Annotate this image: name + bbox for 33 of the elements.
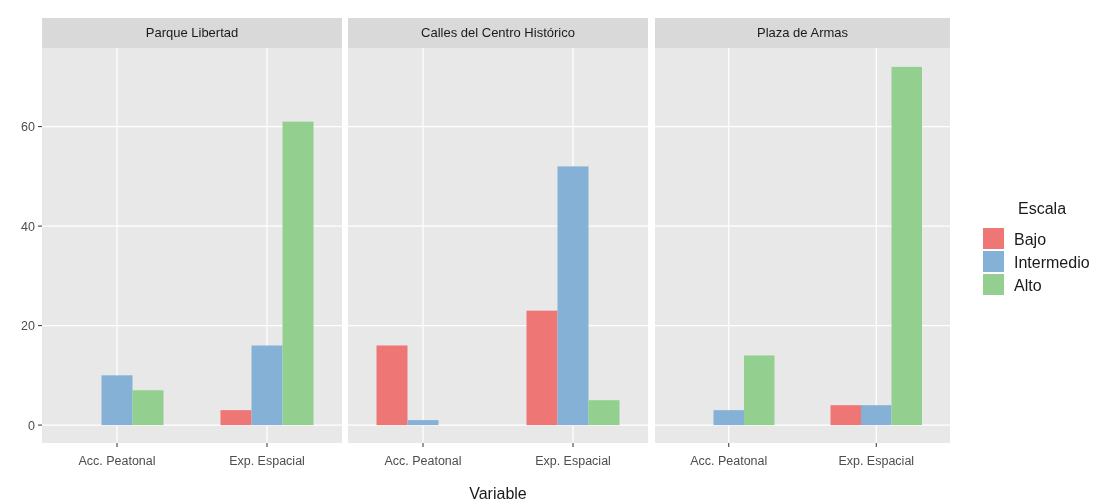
y-tick-label: 60 <box>21 120 36 135</box>
y-tick-label: 0 <box>28 418 36 433</box>
chart-title: Calles del Centro Histórico <box>421 25 575 40</box>
x-tick-label: Exp. Espacial <box>535 454 611 468</box>
bar <box>588 400 620 426</box>
bar <box>132 390 164 426</box>
y-tick-label: 20 <box>21 319 36 334</box>
x-tick-label: Acc. Peatonal <box>384 454 462 468</box>
bar <box>407 420 439 426</box>
x-tick-label: Exp. Espacial <box>229 454 305 468</box>
chart-title: Parque Libertad <box>145 25 239 40</box>
bar <box>376 345 408 426</box>
bar <box>251 345 283 426</box>
x-tick-label: Acc. Peatonal <box>690 454 768 468</box>
bar <box>526 310 558 426</box>
x-tick-label: Exp. Espacial <box>838 454 915 468</box>
legend-title: Escala <box>1018 200 1067 217</box>
bar <box>861 405 892 426</box>
x-axis-title: Variable <box>469 485 527 502</box>
legend-label: Bajo <box>1014 231 1047 248</box>
bar <box>282 121 314 426</box>
legend-label: Intermedio <box>1014 254 1090 271</box>
bar <box>743 355 775 426</box>
x-tick-label: Acc. Peatonal <box>78 454 156 468</box>
bar <box>713 410 744 426</box>
chart-title: Plaza de Armas <box>756 25 849 40</box>
bar <box>101 375 133 426</box>
bar <box>891 66 922 426</box>
y-tick-label: 40 <box>21 219 36 234</box>
bar <box>220 410 252 426</box>
legend-label: Alto <box>1014 277 1042 294</box>
bar <box>557 166 589 426</box>
bar <box>830 405 862 426</box>
